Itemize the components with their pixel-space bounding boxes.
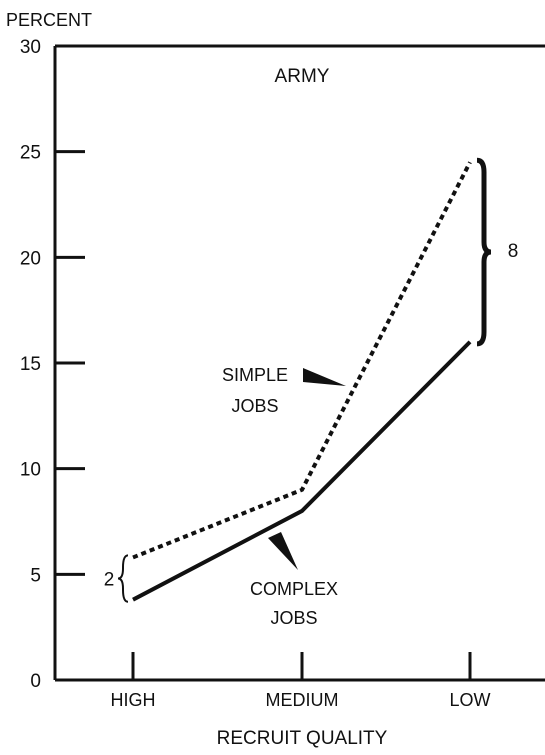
- series-label-complex-jobs-line2: JOBS: [270, 608, 317, 628]
- series-line-complex-jobs: [132, 340, 472, 602]
- brace-low: [476, 157, 492, 347]
- series-label-simple-jobs-line1: SIMPLE: [222, 365, 288, 385]
- annotation-gap-high: 2: [104, 570, 115, 591]
- y-tick-label: 20: [20, 248, 41, 269]
- y-tick-label: 25: [20, 143, 41, 164]
- y-axis-label: PERCENT: [6, 10, 92, 30]
- series-label-simple-jobs-line2: JOBS: [231, 396, 278, 416]
- series-line-simple-jobs: [132, 161, 472, 560]
- y-tick-label: 10: [20, 460, 41, 481]
- series-lines: SIMPLE JOBS COMPLEX JOBS: [132, 161, 472, 628]
- annotation-gap-low: 8: [508, 241, 519, 262]
- x-axis-label: RECRUIT QUALITY: [217, 728, 388, 749]
- x-tick-label: HIGH: [111, 690, 156, 710]
- y-ticks: 0 5 10 15 20 25 30: [20, 37, 85, 692]
- series-label-complex-jobs-line1: COMPLEX: [250, 579, 338, 599]
- series-pointer-complex-jobs: [268, 532, 298, 570]
- x-tick-label: LOW: [449, 690, 490, 710]
- brace-high: [117, 554, 129, 603]
- y-tick-label: 15: [20, 354, 41, 375]
- x-tick-label: MEDIUM: [266, 690, 339, 710]
- y-tick-label: 0: [30, 671, 41, 692]
- x-ticks: HIGH MEDIUM LOW: [111, 652, 491, 710]
- chart-title: ARMY: [275, 66, 330, 87]
- annotations: 28: [104, 157, 519, 603]
- y-tick-label: 5: [30, 565, 41, 586]
- series-pointer-simple-jobs: [303, 368, 346, 386]
- y-tick-label: 30: [20, 37, 41, 58]
